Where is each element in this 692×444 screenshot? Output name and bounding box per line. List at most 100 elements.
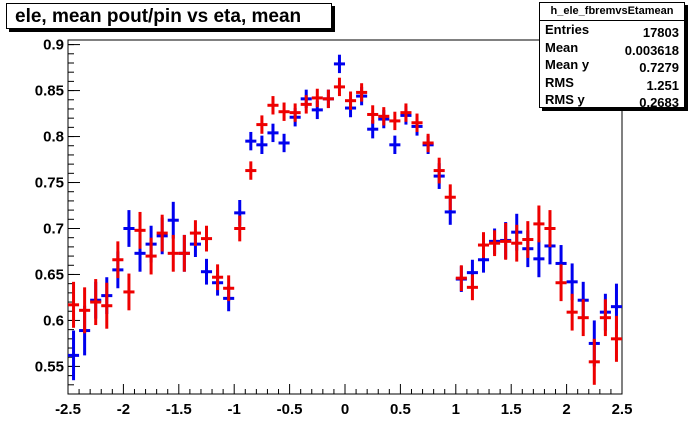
data-point [167, 201, 179, 239]
data-point [256, 115, 268, 134]
data-point [123, 273, 135, 311]
data-point [555, 264, 567, 302]
data-point [68, 330, 80, 381]
data-point [245, 131, 257, 151]
stats-row-rms-y: RMS y 0.2683 [540, 91, 684, 110]
stats-label: RMS [545, 74, 574, 90]
data-point [278, 133, 290, 153]
stats-box: h_ele_fbremvsEtamean Entries 17803 Mean … [539, 2, 685, 110]
data-point [422, 133, 434, 153]
stats-label: Mean y [545, 57, 590, 72]
data-point [189, 220, 201, 246]
data-point [267, 96, 279, 115]
y-tick-label: 0.55 [35, 358, 64, 375]
data-point [234, 215, 246, 242]
stats-histogram-name: h_ele_fbremvsEtamean [540, 3, 684, 21]
stats-row-rms: RMS 1.251 [540, 74, 684, 93]
stats-row-mean: Mean 0.003618 [540, 39, 684, 58]
data-point [123, 210, 135, 247]
data-point [322, 89, 334, 109]
data-point [489, 230, 501, 257]
x-tick-label: 2.5 [612, 401, 633, 418]
y-tick-label: 0.85 [35, 83, 64, 100]
data-point [267, 123, 279, 143]
data-point [345, 91, 357, 110]
stats-row-entries: Entries 17803 [540, 21, 684, 40]
x-tick-label: 1.5 [501, 401, 522, 418]
data-point [544, 210, 556, 247]
y-tick-label: 0.9 [43, 37, 64, 54]
data-point [477, 232, 490, 258]
data-point [433, 157, 445, 184]
data-point [367, 105, 379, 124]
data-point [101, 282, 113, 329]
data-point [223, 275, 235, 302]
data-point [68, 281, 80, 328]
data-point [588, 338, 600, 385]
x-tick-label: -2 [117, 401, 130, 418]
data-point [167, 234, 179, 272]
data-point [455, 265, 467, 292]
data-point [400, 103, 412, 122]
data-point [212, 264, 224, 291]
stats-value: 0.003618 [624, 42, 679, 58]
data-point [533, 240, 545, 278]
data-point [178, 234, 190, 272]
y-tick-label: 0.65 [35, 266, 64, 283]
stats-value: 0.2683 [639, 95, 679, 110]
y-axis: 0.55 0.6 0.65 0.7 0.75 0.8 0.85 0.9 [35, 37, 80, 395]
data-point [112, 241, 124, 279]
data-point [444, 184, 456, 211]
data-series [68, 54, 622, 385]
x-axis: -2.5 -2 -1.5 -1 -0.5 0 0.5 1 1.5 2 2.5 [55, 384, 632, 418]
data-point [378, 107, 390, 126]
data-point [522, 221, 534, 258]
stats-value: 17803 [642, 25, 679, 40]
data-point [134, 211, 146, 249]
data-point [533, 205, 545, 243]
data-point [278, 102, 290, 121]
data-point [500, 222, 512, 260]
data-point [200, 258, 213, 285]
data-point [289, 103, 301, 122]
data-point [610, 315, 622, 362]
y-tick-label: 0.8 [43, 129, 64, 146]
x-tick-label: -2.5 [55, 401, 81, 418]
stats-row-mean-y: Mean y 0.7279 [540, 56, 684, 75]
x-tick-label: 2 [562, 401, 570, 418]
stats-value: 1.251 [646, 77, 679, 93]
data-point [200, 225, 213, 252]
y-tick-label: 0.75 [35, 175, 64, 192]
stats-label: Entries [545, 22, 590, 37]
data-point [311, 88, 323, 108]
data-point [566, 293, 578, 331]
stats-label: Mean [545, 39, 579, 55]
data-point [333, 77, 345, 97]
data-point [333, 54, 345, 74]
data-point [577, 299, 589, 337]
data-point [599, 299, 611, 337]
x-tick-label: 0 [341, 401, 349, 418]
data-point [356, 83, 368, 102]
data-point [79, 287, 91, 334]
stats-label: RMS y [545, 92, 585, 107]
data-point [411, 113, 423, 132]
x-tick-label: -1 [228, 401, 241, 418]
stats-value: 0.7279 [639, 60, 679, 75]
x-tick-label: -0.5 [277, 401, 303, 418]
data-point [511, 224, 523, 262]
data-point [156, 214, 168, 252]
data-point [389, 111, 401, 131]
series-group [68, 77, 622, 385]
y-tick-label: 0.6 [43, 312, 64, 329]
chart-title: ele, mean pout/pin vs eta, mean [6, 3, 332, 29]
x-tick-label: 1 [452, 401, 460, 418]
data-point [145, 237, 157, 275]
data-point [389, 135, 401, 155]
data-point [245, 161, 257, 180]
data-point [466, 274, 478, 301]
data-point [300, 95, 312, 114]
data-point [90, 279, 102, 326]
x-tick-label: -1.5 [166, 401, 192, 418]
